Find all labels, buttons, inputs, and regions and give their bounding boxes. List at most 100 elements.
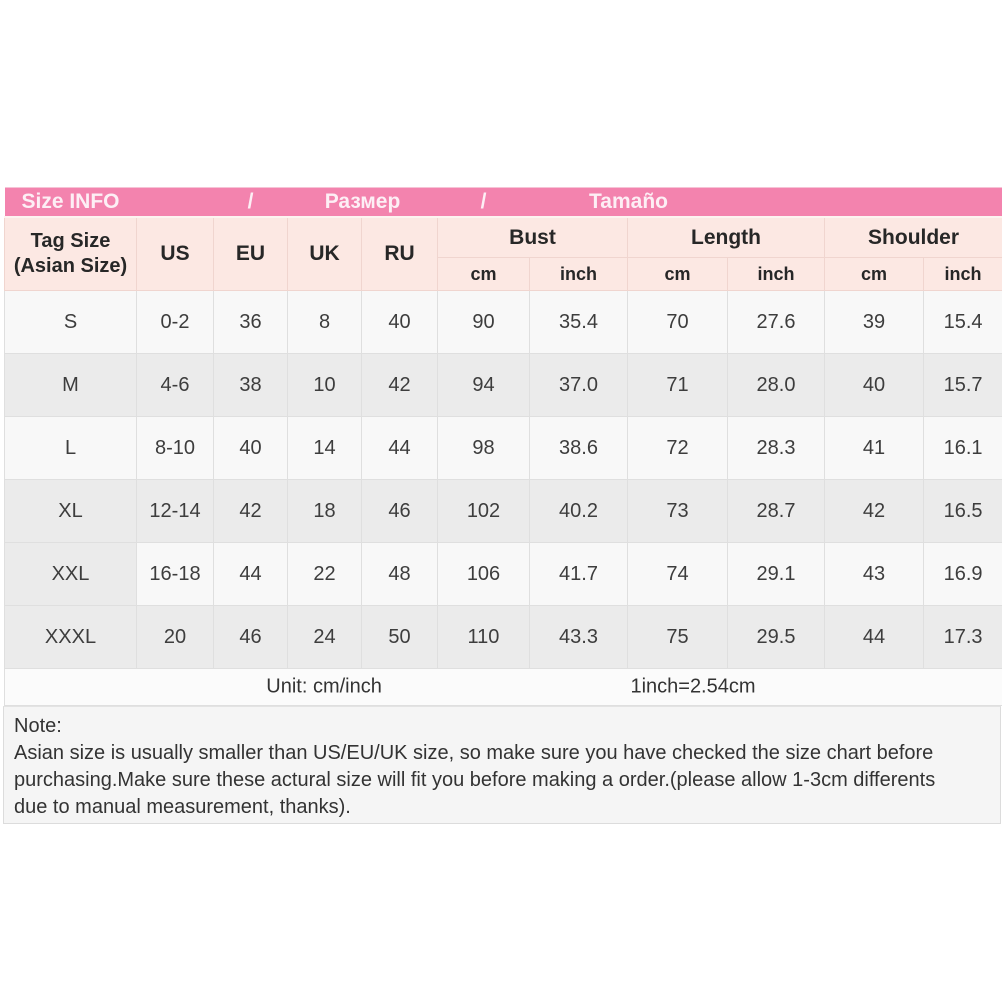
tag-size-cell: M — [4, 353, 137, 417]
bust-inch-cell: 35.4 — [529, 290, 628, 354]
eu-cell: 36 — [213, 290, 288, 354]
length-inch-cell: 29.1 — [727, 542, 825, 606]
bust-inch-cell: 37.0 — [529, 353, 628, 417]
table-row-xxl: XXL 16-18 44 22 48 106 41.7 74 29.1 43 1… — [4, 542, 1002, 606]
ru-cell: 48 — [361, 542, 438, 606]
shoulder-cm-cell: 40 — [824, 353, 924, 417]
header-shoulder: Shoulder — [823, 216, 1002, 258]
header-uk: UK — [287, 216, 362, 291]
length-inch-cell: 28.0 — [727, 353, 825, 417]
us-cell: 16-18 — [136, 542, 214, 606]
us-cell: 20 — [136, 605, 214, 669]
header-ru: RU — [361, 216, 438, 291]
table-row-xl: XL 12-14 42 18 46 102 40.2 73 28.7 42 16… — [4, 479, 1002, 543]
us-cell: 12-14 — [136, 479, 214, 543]
note-box: Note: Asian size is usually smaller than… — [3, 706, 1001, 824]
length-cm-cell: 74 — [627, 542, 728, 606]
shoulder-cm-cell: 43 — [824, 542, 924, 606]
note-title: Note: — [14, 715, 62, 737]
header-eu: EU — [213, 216, 288, 291]
banner-separator-2: / — [480, 190, 487, 213]
ru-cell: 50 — [361, 605, 438, 669]
table-row-xxxl: XXXL 20 46 24 50 110 43.3 75 29.5 44 17.… — [4, 605, 1002, 669]
shoulder-cm-cell: 42 — [824, 479, 924, 543]
header-row-top: Tag Size (Asian Size) US EU UK RU Bust L… — [4, 216, 1002, 291]
eu-cell: 46 — [213, 605, 288, 669]
tag-size-cell: XXXL — [4, 605, 137, 669]
us-cell: 0-2 — [136, 290, 214, 354]
header-bust-cm: cm — [437, 257, 530, 291]
bust-cm-cell: 90 — [437, 290, 530, 354]
shoulder-inch-cell: 16.5 — [922, 479, 1002, 543]
banner-title-en: Size INFO — [21, 190, 120, 213]
header-tag-size: Tag Size (Asian Size) — [4, 216, 137, 291]
header-length: Length — [627, 216, 825, 258]
length-inch-cell: 28.7 — [727, 479, 825, 543]
header-row-units: cm inch cm inch cm inch — [5, 257, 1002, 291]
unit-footer: Unit: cm/inch 1inch=2.54cm — [3, 668, 1002, 706]
us-cell: 8-10 — [136, 416, 214, 480]
eu-cell: 44 — [213, 542, 288, 606]
ru-cell: 46 — [361, 479, 438, 543]
ru-cell: 44 — [361, 416, 438, 480]
bust-inch-cell: 41.7 — [529, 542, 628, 606]
conversion-label: 1inch=2.54cm — [630, 675, 756, 698]
uk-cell: 14 — [287, 416, 362, 480]
tag-size-cell: XL — [4, 479, 137, 543]
table-row-m: M 4-6 38 10 42 94 37.0 71 28.0 40 15.7 — [4, 353, 1002, 417]
tag-size-cell: S — [4, 290, 137, 354]
unit-label: Unit: cm/inch — [266, 675, 382, 698]
length-cm-cell: 70 — [627, 290, 728, 354]
shoulder-inch-cell: 16.9 — [922, 542, 1002, 606]
table-row-l: L 8-10 40 14 44 98 38.6 72 28.3 41 16.1 — [4, 416, 1002, 480]
bust-cm-cell: 110 — [437, 605, 530, 669]
header-shoulder-cm: cm — [824, 257, 924, 291]
uk-cell: 18 — [287, 479, 362, 543]
banner: Size INFO / Размер / Tamaño — [4, 187, 1002, 218]
eu-cell: 40 — [213, 416, 288, 480]
header-bust: Bust — [437, 216, 628, 258]
bust-cm-cell: 94 — [437, 353, 530, 417]
table-row-s: S 0-2 36 8 40 90 35.4 70 27.6 39 15.4 — [4, 290, 1002, 354]
note-body: Asian size is usually smaller than US/EU… — [14, 742, 936, 818]
tag-size-cell: L — [4, 416, 137, 480]
eu-cell: 42 — [213, 479, 288, 543]
length-cm-cell: 73 — [627, 479, 728, 543]
bust-inch-cell: 38.6 — [529, 416, 628, 480]
bust-cm-cell: 106 — [437, 542, 530, 606]
us-cell: 4-6 — [136, 353, 214, 417]
uk-cell: 8 — [287, 290, 362, 354]
length-cm-cell: 75 — [627, 605, 728, 669]
shoulder-cm-cell: 41 — [824, 416, 924, 480]
unit-row: Unit: cm/inch 1inch=2.54cm — [3, 668, 1002, 706]
banner-title-es: Tamaño — [589, 190, 668, 213]
eu-cell: 38 — [213, 353, 288, 417]
bust-inch-cell: 43.3 — [529, 605, 628, 669]
uk-cell: 22 — [287, 542, 362, 606]
length-cm-cell: 72 — [627, 416, 728, 480]
ru-cell: 40 — [361, 290, 438, 354]
bust-inch-cell: 40.2 — [529, 479, 628, 543]
length-cm-cell: 71 — [627, 353, 728, 417]
shoulder-inch-cell: 15.7 — [922, 353, 1002, 417]
shoulder-inch-cell: 15.4 — [922, 290, 1002, 354]
header-us: US — [136, 216, 214, 291]
header-bust-inch: inch — [529, 257, 628, 291]
bust-cm-cell: 98 — [437, 416, 530, 480]
shoulder-cm-cell: 44 — [824, 605, 924, 669]
length-inch-cell: 29.5 — [727, 605, 825, 669]
uk-cell: 10 — [287, 353, 362, 417]
bust-cm-cell: 102 — [437, 479, 530, 543]
shoulder-inch-cell: 16.1 — [922, 416, 1002, 480]
header-length-inch: inch — [727, 257, 825, 291]
uk-cell: 24 — [287, 605, 362, 669]
banner-separator-1: / — [247, 190, 254, 213]
shoulder-inch-cell: 17.3 — [922, 605, 1002, 669]
header-length-cm: cm — [627, 257, 728, 291]
tag-size-cell: XXL — [4, 542, 137, 606]
shoulder-cm-cell: 39 — [824, 290, 924, 354]
ru-cell: 42 — [361, 353, 438, 417]
length-inch-cell: 27.6 — [727, 290, 825, 354]
banner-row: Size INFO / Размер / Tamaño — [4, 187, 1002, 218]
